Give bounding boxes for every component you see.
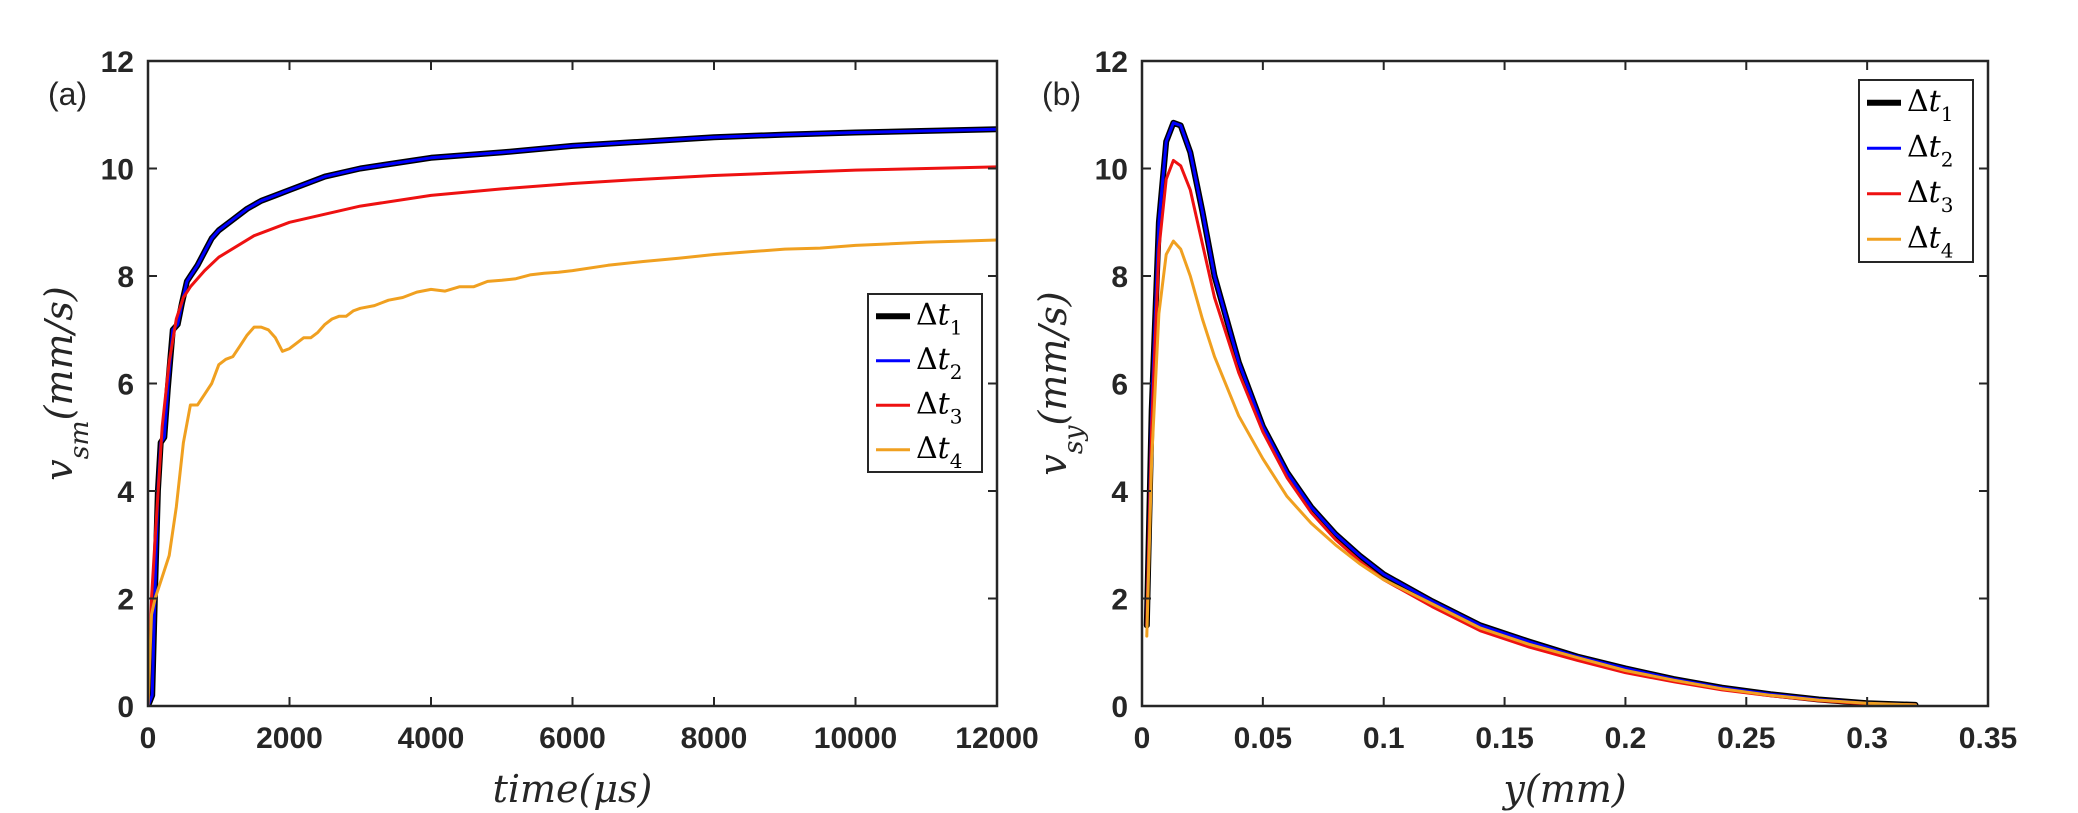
panel-label: (b) — [1042, 76, 1081, 112]
chart-panel-a: 0 2000 4000 6000 8000 10000 12000 0 2 4 6 8 10 12 time… — [37, 46, 1039, 811]
x-tick-label: 10000 — [814, 722, 897, 755]
x-tick-label: 0.3 — [1846, 722, 1888, 755]
x-axis-label: y(mm) — [1501, 767, 1626, 811]
y-tick-label: 8 — [117, 261, 134, 294]
panel-label: (a) — [48, 76, 87, 112]
x-tick-label: 0.15 — [1475, 722, 1533, 755]
y-tick-label: 10 — [1095, 154, 1128, 187]
y-tick-label: 12 — [1095, 46, 1128, 79]
x-tick-label: 0 — [1134, 722, 1151, 755]
legend-entry-label: Δt1 — [1907, 84, 1953, 126]
y-tick-label: 2 — [1111, 584, 1128, 617]
y-tick-label: 4 — [1111, 476, 1128, 509]
x-tick-label: 0.2 — [1605, 722, 1647, 755]
legend-entry-label: Δt4 — [1907, 220, 1953, 262]
y-tick-label: 0 — [1111, 691, 1128, 724]
y-tick-label: 10 — [101, 154, 134, 187]
series-line-delta-t4 — [1145, 239, 1917, 706]
y-axis-label: vsy(mm/s) — [1031, 291, 1089, 475]
series-line-delta-t2 — [148, 127, 997, 706]
x-tick-label: 0.25 — [1717, 722, 1775, 755]
series-line-delta-t4 — [148, 238, 997, 706]
y-tick-label: 0 — [117, 691, 134, 724]
series-line-delta-t3 — [148, 165, 997, 706]
legend-entry-label: Δt4 — [916, 431, 962, 473]
y-tick-label: 4 — [117, 476, 134, 509]
y-tick-label: 6 — [117, 369, 134, 402]
y-tick-label: 6 — [1111, 369, 1128, 402]
y-tick-label: 12 — [101, 46, 134, 79]
x-tick-label: 2000 — [256, 722, 323, 755]
x-tick-label: 6000 — [539, 722, 606, 755]
legend-entry-label: Δt3 — [916, 386, 962, 428]
x-tick-label: 0 — [140, 722, 157, 755]
legend-entry-label: Δt3 — [1907, 175, 1953, 217]
x-tick-label: 4000 — [398, 722, 465, 755]
legend-entry-label: Δt1 — [916, 297, 962, 339]
x-tick-label: 8000 — [681, 722, 748, 755]
x-tick-label: 12000 — [955, 722, 1038, 755]
y-axis-label: vsm(mm/s) — [37, 286, 95, 480]
x-tick-label: 0.05 — [1234, 722, 1292, 755]
legend-entry-label: Δt2 — [1907, 129, 1953, 171]
x-tick-label: 0.1 — [1363, 722, 1405, 755]
x-tick-label: 0.35 — [1959, 722, 2017, 755]
y-tick-label: 8 — [1111, 261, 1128, 294]
chart-panel-b: 0 0.05 0.1 0.15 0.2 0.25 0.3 0.35 0 2 4 6 8 10 12 y(mm)… — [1031, 46, 2017, 811]
x-axis-label: time(μs) — [493, 767, 653, 811]
legend-entry-label: Δt2 — [916, 342, 962, 384]
y-tick-label: 2 — [117, 584, 134, 617]
